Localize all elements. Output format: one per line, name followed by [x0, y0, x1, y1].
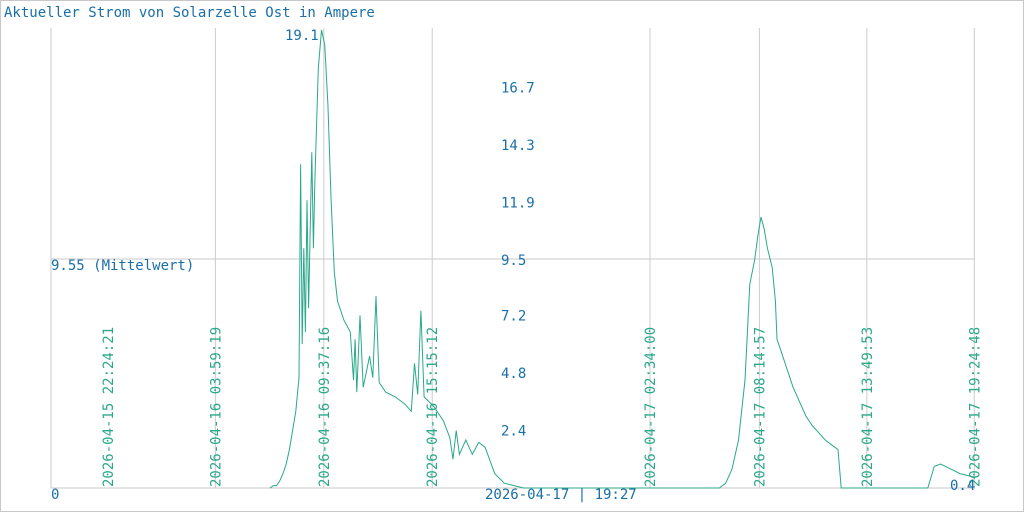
y-tick-label: 2.4 — [501, 423, 526, 439]
x-tick-label: 2026-04-15 22:24:21 — [101, 327, 117, 487]
y-tick-label: 4.8 — [501, 366, 526, 382]
x-tick-label: 2026-04-16 09:37:16 — [317, 327, 333, 487]
y-tick-label: 16.7 — [501, 81, 535, 97]
series-lines — [269, 29, 976, 489]
mean-label: 9.55 (Mittelwert) — [51, 258, 194, 274]
y-tick-label: 7.2 — [501, 308, 526, 324]
x-tick-label: 2026-04-17 13:49:53 — [860, 327, 876, 487]
y-tick-label: 11.9 — [501, 196, 535, 212]
x-tick-label: 2026-04-17 08:14:57 — [752, 327, 768, 487]
x-tick-label: 2026-04-16 03:59:19 — [208, 327, 224, 487]
axis-labels: 2026-04-15 22:24:21 2026-04-16 03:59:19 20… — [101, 81, 983, 487]
series-line — [269, 29, 976, 489]
grid-lines — [50, 28, 975, 489]
last-value-label: 0.4 — [950, 478, 975, 494]
chart-title: Aktueller Strom von Solarzelle Ost in Am… — [4, 5, 375, 21]
max-value-label: 19.1 — [285, 28, 319, 44]
x-tick-label: 2026-04-17 02:34:00 — [643, 327, 659, 487]
y-tick-label: 9.5 — [501, 253, 526, 269]
x-tick-label: 2026-04-16 15:15:12 — [425, 327, 441, 487]
x-tick-label: 2026-04-17 19:24:48 — [967, 327, 983, 487]
y-tick-label: 14.3 — [501, 138, 535, 154]
y-min-label: 0 — [51, 487, 59, 503]
timestamp-label: 2026-04-17 | 19:27 — [485, 487, 637, 503]
